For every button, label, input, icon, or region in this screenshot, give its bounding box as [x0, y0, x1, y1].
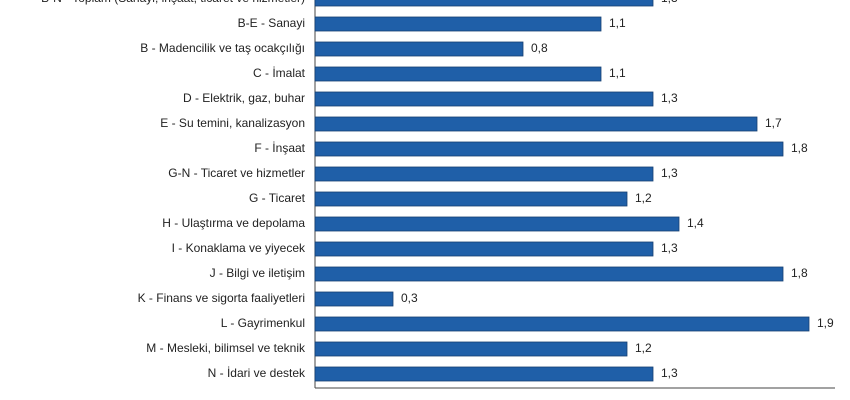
bar [314, 66, 602, 82]
value-label: 1,3 [661, 366, 678, 380]
bar [314, 216, 680, 232]
value-label: 0,8 [531, 41, 548, 55]
value-label: 1,8 [791, 266, 808, 280]
category-label: F - İnşaat [254, 141, 305, 155]
value-label: 1,3 [661, 166, 678, 180]
bar [314, 141, 784, 157]
category-label: B-E - Sanayi [238, 16, 305, 30]
bar [314, 16, 602, 32]
bar [314, 366, 654, 382]
category-label: B-N - Toplam (Sanayi, inşaat, ticaret ve… [41, 0, 305, 5]
bar [314, 191, 628, 207]
bar [314, 241, 654, 257]
category-label: E - Su temini, kanalizasyon [160, 116, 305, 130]
value-label: 1,7 [765, 116, 782, 130]
value-label: 1,1 [609, 16, 626, 30]
value-label: 1,3 [661, 241, 678, 255]
category-label: K - Finans ve sigorta faaliyetleri [138, 291, 305, 305]
value-label: 1,8 [791, 141, 808, 155]
bar [314, 166, 654, 182]
bar [314, 266, 784, 282]
value-label: 1,9 [817, 316, 834, 330]
category-label: G-N - Ticaret ve hizmetler [168, 166, 305, 180]
bar [314, 91, 654, 107]
bar [314, 41, 524, 57]
bar [314, 316, 810, 332]
category-label: D - Elektrik, gaz, buhar [183, 91, 305, 105]
bar [314, 341, 628, 357]
value-label: 1,3 [661, 0, 678, 5]
value-label: 0,3 [401, 291, 418, 305]
category-label: N - İdari ve destek [208, 366, 306, 380]
category-label: J - Bilgi ve iletişim [210, 266, 305, 280]
category-label: C - İmalat [253, 66, 306, 80]
bar [314, 0, 654, 7]
category-label: B - Madencilik ve taş ocakçılığı [140, 41, 305, 55]
bar [314, 291, 394, 307]
category-label: H - Ulaştırma ve depolama [162, 216, 305, 230]
bar [314, 116, 758, 132]
value-label: 1,3 [661, 91, 678, 105]
category-label: M - Mesleki, bilimsel ve teknik [146, 341, 306, 355]
category-label: G - Ticaret [249, 191, 306, 205]
category-label: L - Gayrimenkul [221, 316, 305, 330]
value-label: 1,2 [635, 191, 652, 205]
value-label: 1,1 [609, 66, 626, 80]
value-label: 1,2 [635, 341, 652, 355]
value-label: 1,4 [687, 216, 704, 230]
category-label: I - Konaklama ve yiyecek [172, 241, 306, 255]
